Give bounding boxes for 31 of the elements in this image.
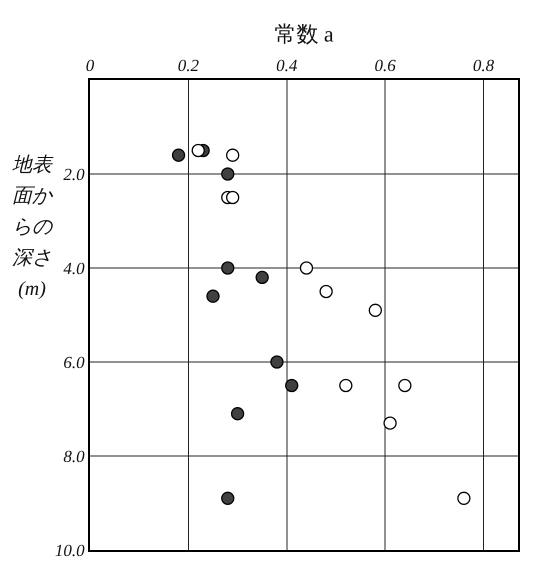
x-axis-title: 常数 a <box>274 22 334 46</box>
point <box>457 492 471 505</box>
point <box>221 167 234 181</box>
point <box>319 284 333 298</box>
point <box>270 355 284 369</box>
point <box>172 148 186 162</box>
point <box>256 270 269 284</box>
x-tick-label: 0.4 <box>276 56 298 76</box>
point <box>383 416 397 430</box>
point <box>192 144 205 158</box>
point <box>368 304 382 317</box>
y-axis-title: 地表面からの深さ (m) <box>12 153 52 302</box>
x-tick-label: 0 <box>86 56 95 76</box>
y-tick-label: 4.0 <box>63 258 86 278</box>
point <box>398 378 412 392</box>
x-tick-label: 0.2 <box>178 56 200 76</box>
point <box>300 261 314 275</box>
x-tick-label: 0.6 <box>374 56 396 76</box>
point <box>230 407 244 420</box>
y-tick-label: 8.0 <box>63 446 86 466</box>
x-tick-label: 0.8 <box>472 56 495 76</box>
y-tick-label: 6.0 <box>63 352 86 372</box>
point <box>221 261 234 275</box>
point <box>339 378 352 392</box>
y-tick-label: 2.0 <box>63 164 86 184</box>
point <box>221 492 234 505</box>
point <box>226 148 240 162</box>
point <box>206 290 220 303</box>
y-tick-label: 10.0 <box>54 540 86 560</box>
point <box>226 190 240 204</box>
point <box>285 378 298 392</box>
